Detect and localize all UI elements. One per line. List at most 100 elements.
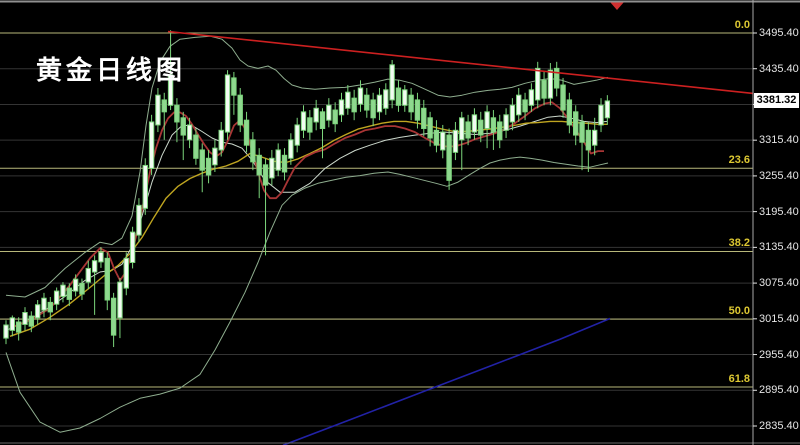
candle-body: [281, 154, 288, 173]
candle-body: [440, 131, 446, 151]
ma-yellow: [9, 120, 607, 337]
candle-body: [351, 97, 357, 113]
candle-body: [34, 304, 41, 319]
candle-body: [199, 149, 205, 171]
price-axis-label: 2835.40: [759, 420, 799, 432]
candle-body: [421, 107, 427, 130]
candle-body: [427, 117, 433, 139]
candle-body: [338, 99, 345, 116]
candle-body: [345, 91, 351, 109]
candle-body: [60, 284, 66, 297]
candle-body: [256, 154, 262, 176]
candle-body: [300, 111, 307, 131]
price-axis-label: 3255.40: [759, 169, 799, 182]
candle-body: [174, 104, 180, 123]
candle-body: [547, 69, 554, 99]
candle-body: [250, 139, 256, 163]
candle-body: [294, 124, 300, 146]
candle-body: [47, 301, 54, 313]
price-axis-label: 3315.40: [759, 134, 799, 147]
candle-body: [155, 94, 161, 126]
candle-body: [566, 99, 573, 126]
candle-body: [395, 87, 402, 106]
bollinger-upper: [5, 35, 609, 298]
candle-body: [528, 89, 535, 106]
candle-body: [478, 119, 484, 136]
ma-red: [9, 101, 604, 329]
candle-body: [503, 114, 509, 131]
chart-title: 黄金日线图: [36, 56, 187, 85]
candle-body: [307, 117, 313, 133]
price-axis-label: 3195.40: [759, 205, 799, 218]
candle-body: [579, 121, 585, 143]
candle-body: [224, 74, 231, 133]
fib-label-23.6: 23.6: [728, 154, 750, 167]
candle-body: [136, 204, 142, 236]
candle-body: [15, 321, 22, 333]
candle-body: [326, 104, 332, 121]
price-axis-label: 3075.40: [759, 277, 799, 290]
candle-body: [269, 157, 275, 179]
candle-body: [560, 84, 566, 111]
blue-ma-line: [282, 317, 611, 445]
candle-body: [452, 129, 459, 153]
candle-body: [72, 278, 79, 292]
candle-body: [332, 109, 338, 125]
candle-body: [243, 119, 250, 146]
candle-body: [123, 257, 129, 289]
candle-body: [497, 121, 503, 141]
candle-body: [148, 121, 155, 169]
price-axis-label: 2955.40: [759, 348, 799, 361]
candle-body: [218, 129, 224, 151]
fib-label-50.0: 50.0: [728, 305, 750, 318]
candle-body: [79, 282, 85, 295]
candle-body: [459, 117, 465, 141]
price-axis-label: 3135.40: [759, 241, 799, 254]
candle-body: [212, 147, 218, 166]
candle-body: [522, 99, 528, 113]
candle-body: [408, 94, 414, 113]
candle-body: [288, 139, 294, 159]
candle-body: [104, 257, 110, 301]
candle-body: [142, 164, 148, 209]
fib-label-0.0: 0.0: [734, 19, 750, 31]
candle-body: [402, 89, 408, 106]
bollinger-middle: [5, 115, 608, 331]
candle-body: [389, 64, 395, 101]
fib-label-38.2: 38.2: [728, 237, 750, 250]
candle-body: [604, 100, 611, 119]
candle-body: [554, 67, 560, 89]
candle-body: [433, 129, 440, 146]
price-axis-label: 3015.40: [759, 312, 799, 325]
candle-body: [319, 111, 326, 130]
candle-body: [541, 79, 547, 99]
candle-body: [205, 157, 212, 176]
candle-body: [509, 104, 516, 123]
price-axis-label: 3495.40: [759, 27, 799, 39]
candle-body: [129, 231, 136, 263]
bollinger-lower: [5, 156, 609, 433]
candle-body: [357, 87, 364, 105]
candle-body: [313, 107, 319, 123]
candle-body: [364, 94, 370, 111]
down-arrow-marker: [610, 2, 624, 10]
price-axis-label: 2895.40: [759, 384, 799, 397]
trendline: [167, 30, 754, 95]
candle-body: [167, 74, 174, 106]
candle-body: [85, 267, 91, 283]
candle-body: [28, 315, 35, 327]
candle-body: [186, 124, 193, 141]
candle-body: [471, 114, 478, 133]
candle-body: [516, 94, 522, 116]
candle-body: [591, 129, 598, 146]
candle-body: [193, 134, 199, 159]
candle-body: [573, 111, 579, 136]
candle-body: [66, 287, 72, 300]
fib-label-61.8: 61.8: [728, 372, 750, 385]
candle-body: [22, 312, 28, 325]
candle-body: [446, 134, 452, 181]
candle-body: [180, 117, 186, 136]
candle-body: [376, 94, 383, 113]
candle-body: [484, 111, 490, 130]
